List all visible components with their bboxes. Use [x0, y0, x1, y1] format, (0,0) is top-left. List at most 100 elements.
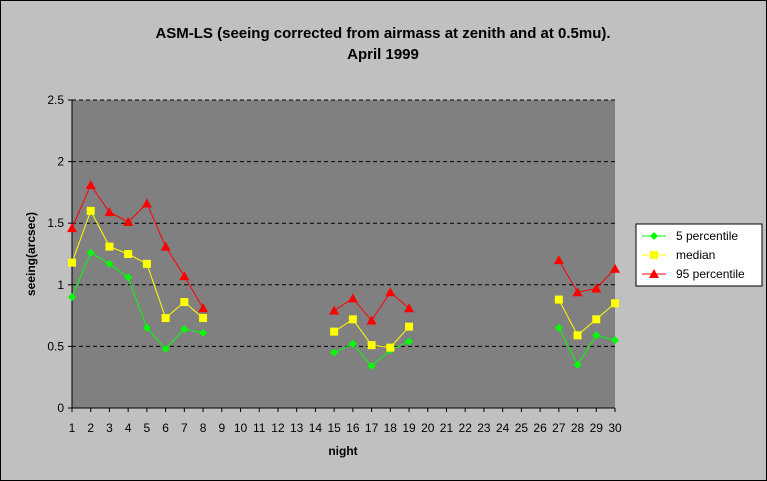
x-tick-label: 10 [234, 421, 248, 435]
data-point [348, 315, 357, 324]
x-tick-label: 2 [87, 421, 94, 435]
x-tick-label: 15 [327, 421, 341, 435]
data-point [610, 263, 620, 273]
data-point [124, 273, 133, 282]
data-point [348, 339, 357, 348]
x-tick-label: 17 [365, 421, 379, 435]
x-tick-label: 3 [106, 421, 113, 435]
data-point [330, 327, 339, 336]
data-point [554, 295, 563, 304]
data-point [68, 258, 76, 267]
y-tick-label: 2.5 [47, 93, 64, 107]
data-point [330, 348, 339, 357]
data-point [386, 343, 395, 352]
x-tick-label: 29 [590, 421, 604, 435]
y-tick-label: 1 [57, 278, 64, 292]
data-point [591, 283, 602, 293]
x-tick-label: 30 [608, 421, 622, 435]
legend-marker [650, 232, 658, 240]
data-point [385, 287, 396, 297]
data-point [611, 336, 619, 345]
data-point [161, 344, 170, 353]
data-point [105, 242, 114, 251]
x-axis-title: night [328, 444, 357, 458]
plot-area [72, 100, 615, 408]
x-tick-label: 28 [571, 421, 585, 435]
data-point [180, 325, 189, 334]
data-point [554, 323, 563, 332]
x-tick-label: 11 [253, 421, 266, 435]
x-tick-label: 18 [384, 421, 398, 435]
data-point [86, 248, 95, 257]
y-tick-label: 0 [57, 401, 64, 415]
data-point [68, 293, 76, 302]
legend-item: 95 percentile [642, 267, 745, 281]
data-point [86, 206, 95, 215]
x-tick-label: 1 [69, 421, 76, 435]
data-point [405, 337, 414, 346]
data-point [124, 250, 133, 258]
series-line [71, 183, 204, 309]
series-line [558, 259, 616, 293]
x-tick-label: 20 [421, 421, 435, 435]
legend-label: median [676, 248, 715, 262]
data-point [329, 305, 340, 315]
data-point [572, 287, 583, 297]
x-tick-label: 23 [477, 421, 491, 435]
x-tick-label: 8 [200, 421, 207, 435]
x-tick-label: 21 [440, 421, 454, 435]
x-tick-label: 12 [271, 421, 285, 435]
data-point [141, 198, 152, 208]
x-tick-label: 19 [402, 421, 416, 435]
x-tick-label: 24 [496, 421, 510, 435]
data-point [142, 259, 151, 268]
data-point [142, 323, 151, 332]
data-point [404, 303, 415, 313]
data-point [123, 216, 134, 226]
x-tick-label: 5 [144, 421, 151, 435]
legend-marker [649, 269, 659, 278]
data-point [405, 322, 414, 331]
data-point [179, 271, 190, 281]
data-point [367, 341, 376, 350]
data-point [180, 298, 189, 307]
x-tick-label: 27 [552, 421, 566, 435]
series-95-percentile [67, 180, 620, 325]
data-point [592, 315, 601, 324]
x-tick-label: 22 [459, 421, 473, 435]
x-tick-label: 16 [346, 421, 360, 435]
chart-subtitle: April 1999 [347, 46, 419, 63]
data-point [573, 360, 582, 369]
x-tick-label: 7 [181, 421, 188, 435]
chart-title: ASM-LS (seeing corrected from airmass at… [155, 25, 610, 42]
legend-item: median [642, 248, 715, 262]
data-point [104, 207, 115, 217]
series-line [558, 299, 616, 337]
x-tick-label: 14 [309, 421, 323, 435]
data-point [85, 180, 96, 190]
y-tick-label: 2 [57, 155, 64, 169]
x-tick-label: 26 [533, 421, 547, 435]
data-point [573, 331, 582, 340]
data-point [366, 315, 377, 325]
data-point [611, 299, 619, 308]
legend-item: 5 percentile [642, 229, 738, 243]
data-point [553, 255, 564, 265]
series-layer [67, 180, 620, 371]
series-5-percentile [68, 248, 619, 371]
legend-label: 5 percentile [676, 229, 738, 243]
y-tick-label: 1.5 [47, 216, 64, 230]
data-point [67, 223, 77, 233]
y-axis-ticks: 0 0.5 1 1.5 2 2.5 [47, 93, 72, 415]
series-line [71, 252, 204, 350]
data-point [105, 259, 114, 268]
x-tick-label: 25 [515, 421, 529, 435]
y-axis-title: seeing(arcsec) [24, 212, 38, 296]
legend-label: 95 percentile [676, 267, 745, 281]
x-tick-label: 9 [218, 421, 225, 435]
series-line [558, 327, 616, 366]
data-point [160, 241, 171, 251]
x-tick-label: 13 [290, 421, 304, 435]
y-tick-label: 0.5 [47, 339, 64, 353]
